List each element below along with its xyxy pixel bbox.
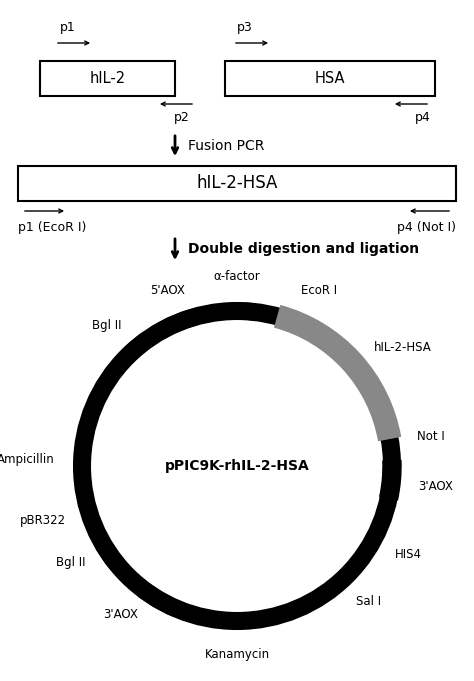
Text: Not I: Not I bbox=[417, 430, 445, 443]
Text: p3: p3 bbox=[237, 21, 253, 34]
Wedge shape bbox=[97, 541, 124, 570]
Text: Sal I: Sal I bbox=[356, 595, 381, 608]
Bar bbox=[18, 166, 456, 201]
Text: Bgl II: Bgl II bbox=[92, 319, 121, 332]
Wedge shape bbox=[230, 303, 255, 320]
Text: 1: 1 bbox=[202, 328, 210, 338]
Text: HSA: HSA bbox=[315, 71, 345, 86]
Wedge shape bbox=[139, 584, 180, 616]
Text: hIL-2: hIL-2 bbox=[90, 71, 126, 86]
Text: pBR322: pBR322 bbox=[19, 514, 66, 527]
Text: Fusion PCR: Fusion PCR bbox=[188, 139, 264, 153]
Text: p1: p1 bbox=[60, 21, 76, 34]
Text: hIL-2-HSA: hIL-2-HSA bbox=[374, 341, 431, 354]
Text: Kanamycin: Kanamycin bbox=[204, 648, 270, 661]
Text: pPIC9K-rhIL-2-HSA: pPIC9K-rhIL-2-HSA bbox=[164, 459, 310, 473]
Wedge shape bbox=[380, 460, 401, 500]
Text: Double digestion and ligation: Double digestion and ligation bbox=[188, 242, 419, 256]
Text: Bgl II: Bgl II bbox=[56, 556, 85, 569]
Text: 3'AOX: 3'AOX bbox=[103, 608, 137, 621]
Text: hIL-2-HSA: hIL-2-HSA bbox=[196, 174, 278, 193]
Text: p4: p4 bbox=[415, 111, 431, 124]
Text: α-factor: α-factor bbox=[214, 270, 260, 283]
Text: p2: p2 bbox=[174, 111, 190, 124]
Bar bbox=[40, 61, 175, 96]
Text: p1 (EcoR I): p1 (EcoR I) bbox=[18, 221, 86, 234]
Wedge shape bbox=[155, 309, 197, 338]
Text: HIS4: HIS4 bbox=[395, 548, 422, 561]
Text: EcoR I: EcoR I bbox=[301, 284, 337, 297]
Text: 5'AOX: 5'AOX bbox=[150, 284, 185, 297]
Wedge shape bbox=[122, 332, 153, 362]
Bar bbox=[225, 61, 435, 96]
Text: 3'AOX: 3'AOX bbox=[419, 480, 453, 493]
Text: Ampicillin: Ampicillin bbox=[0, 454, 55, 466]
Text: p4 (Not I): p4 (Not I) bbox=[397, 221, 456, 234]
